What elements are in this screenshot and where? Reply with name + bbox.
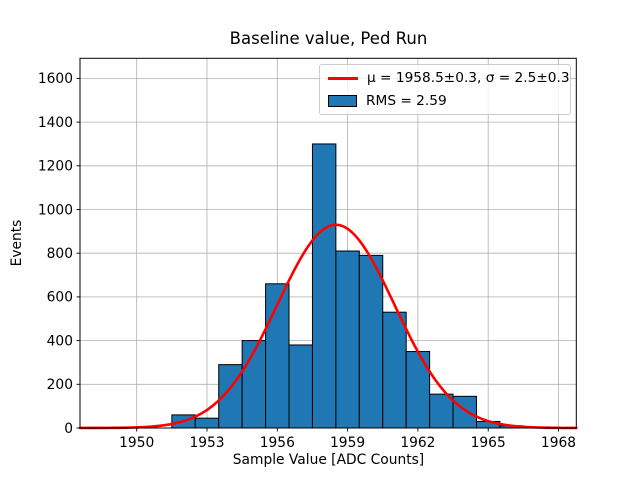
histogram-bar	[429, 393, 454, 429]
legend-fit-label: μ = 1958.5±0.3, σ = 2.5±0.3	[367, 70, 570, 86]
histogram-patch-swatch-icon	[328, 95, 357, 107]
x-tick-label: 1965	[471, 435, 506, 451]
y-tick-label: 0	[64, 421, 73, 437]
y-tick-label: 800	[47, 246, 73, 262]
histogram-bar	[452, 395, 477, 429]
y-tick-label: 1000	[38, 202, 73, 218]
histogram-bar	[335, 250, 360, 429]
y-axis-label: Events	[9, 219, 25, 267]
histogram-bar	[311, 143, 337, 429]
y-tick-label: 1600	[38, 71, 73, 87]
chart-title: Baseline value, Ped Run	[229, 29, 428, 48]
y-tick-label: 1200	[38, 159, 73, 175]
x-tick-label: 1953	[189, 435, 224, 451]
axes-frame	[79, 57, 577, 429]
histogram-bar	[405, 351, 431, 429]
y-tick-label: 200	[47, 377, 73, 393]
x-tick-label: 1959	[330, 435, 365, 451]
x-tick-label: 1968	[541, 435, 576, 451]
gaussian-fit-curve	[78, 223, 578, 430]
histogram-bar	[288, 344, 313, 429]
y-tick-label: 400	[47, 333, 73, 349]
legend: μ = 1958.5±0.3, σ = 2.5±0.3 RMS = 2.59	[319, 64, 571, 115]
fit-line-swatch-icon	[328, 76, 358, 80]
histogram-bar	[358, 254, 384, 429]
histogram-bar	[382, 311, 407, 429]
legend-hist-label: RMS = 2.59	[366, 93, 447, 109]
x-axis-label: Sample Value [ADC Counts]	[232, 452, 425, 468]
x-tick-label: 1962	[400, 435, 435, 451]
x-tick-label: 1956	[260, 435, 295, 451]
histogram-bar	[194, 417, 220, 429]
legend-entry-hist: RMS = 2.59	[328, 92, 562, 110]
x-tick-label: 1950	[119, 435, 154, 451]
y-tick-label: 600	[47, 290, 73, 306]
y-tick-label: 1400	[38, 115, 73, 131]
legend-entry-fit: μ = 1958.5±0.3, σ = 2.5±0.3	[328, 69, 570, 87]
